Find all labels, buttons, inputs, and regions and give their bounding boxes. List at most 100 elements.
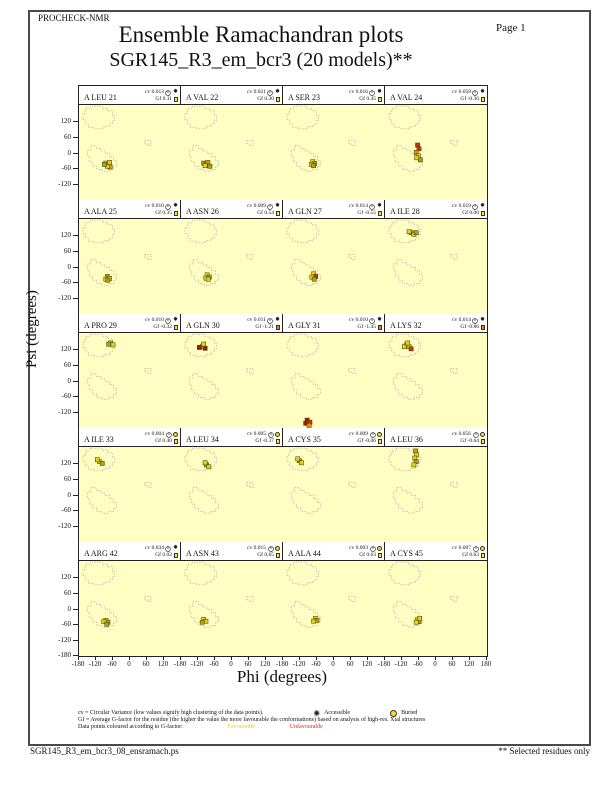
model-data-point	[413, 619, 419, 625]
cv-value: cv 0.007	[452, 545, 485, 552]
y-tick-label: 120	[60, 116, 72, 125]
unfavourable-label: Unfavourable	[289, 724, 323, 731]
model-data-point	[414, 155, 420, 161]
ramachandran-subplot: A ILE 28 cv 0.019 ✸ Gf 0.00	[385, 200, 487, 314]
subplot-header: A ARG 42 cv 0.034 ✸ Gf 0.02	[79, 542, 180, 560]
gf-colour-square	[480, 325, 485, 330]
subplot-header: A SER 23 cv 0.016 ✸ Gf 0.45	[283, 86, 384, 104]
ramachandran-subplot: A LEU 36 cv 0.056 Gf -0.64	[385, 428, 487, 542]
beta-region-outline	[184, 447, 217, 472]
subplot-header: A LEU 36 cv 0.056 Gf -0.64	[385, 428, 487, 446]
beta-region-outline	[82, 333, 115, 358]
residue-stats: cv 0.003 Gf 0.63	[349, 545, 382, 560]
y-tick-mark	[73, 592, 78, 594]
l-alpha-region-outline	[348, 254, 356, 260]
alpha-region-outline	[189, 487, 219, 514]
residue-stats: cv 0.056 Gf -0.64	[452, 431, 485, 446]
cv-dial-icon	[369, 545, 376, 552]
alpha-region-outline	[393, 259, 423, 286]
y-tick-label: -60	[61, 164, 71, 173]
model-data-point	[202, 345, 208, 351]
model-data-point	[416, 146, 422, 152]
cv-dial-icon	[472, 203, 479, 210]
accessible-icon: ✸	[376, 89, 382, 95]
ramachandran-subplot: A VAL 24 cv 0.058 ✸ Gf -0.36	[385, 86, 487, 200]
cv-value: cv 0.014 ✸	[452, 317, 485, 324]
phi-psi-plot	[385, 446, 487, 542]
ramachandran-subplot: A ASN 26 cv 0.009 ✸ Gf 0.54	[181, 200, 283, 314]
cv-dial-icon	[472, 431, 479, 438]
buried-icon	[480, 432, 485, 437]
subplot-header: A ILE 28 cv 0.019 ✸ Gf 0.00	[385, 200, 487, 218]
model-data-point	[199, 619, 205, 625]
x-tick-mark	[486, 656, 487, 660]
cv-dial-icon	[369, 317, 376, 324]
cv-value: cv 0.009	[349, 431, 382, 438]
y-tick-label: 120	[60, 344, 72, 353]
gf-colour-square	[377, 325, 382, 330]
gf-colour-square	[275, 553, 280, 558]
accessible-icon: ✸	[274, 89, 280, 95]
phi-psi-plot	[181, 218, 283, 314]
y-tick-label: 0	[67, 148, 72, 157]
l-alpha-region-outline	[450, 368, 458, 374]
beta-region-outline	[286, 447, 319, 472]
beta-region-outline	[388, 447, 421, 472]
x-tick-label: -60	[311, 660, 321, 668]
subplot-header: A LYS 32 cv 0.014 ✸ Gf -0.86	[385, 314, 487, 332]
y-tick-label: 60	[64, 132, 71, 141]
residue-stats: cv 0.009 Gf -0.06	[349, 431, 382, 446]
beta-region-outline	[184, 219, 217, 244]
gf-colour-square	[480, 439, 485, 444]
model-data-point	[306, 423, 312, 428]
subplot-header: A LEU 21 cv 0.013 ✸ Gf 0.11	[79, 86, 180, 104]
model-data-point	[299, 460, 304, 466]
phi-psi-plot	[79, 332, 181, 428]
y-tick-label: 120	[60, 230, 72, 239]
model-data-point	[406, 229, 412, 235]
gf-value: Gf 0.40	[155, 438, 178, 445]
model-data-point	[311, 276, 317, 282]
alpha-region-outline	[189, 601, 219, 628]
ramachandran-subplot: A CYS 35 cv 0.009 Gf -0.06	[283, 428, 385, 542]
alpha-region-outline	[291, 145, 321, 172]
ramachandran-subplot: A SER 23 cv 0.016 ✸ Gf 0.45	[283, 86, 385, 200]
gf-colour-square	[173, 211, 178, 216]
x-tick-mark	[231, 656, 232, 660]
y-tick-mark	[73, 120, 78, 122]
legend-line-cv: cv = Circular Variance (low values signi…	[78, 710, 528, 718]
x-tick-mark	[316, 656, 317, 660]
gf-colour-square	[173, 97, 178, 102]
model-data-point	[197, 345, 202, 350]
residue-label: A LEU 36	[390, 435, 423, 444]
l-alpha-region-outline	[144, 140, 152, 146]
cv-value: cv 0.005	[247, 431, 280, 438]
x-tick-mark	[401, 656, 402, 660]
x-tick-mark	[180, 656, 181, 660]
accessible-icon: ✸	[172, 203, 178, 209]
gf-colour-square	[377, 439, 382, 444]
y-tick-mark	[73, 168, 78, 170]
residue-label: A ALA 25	[84, 207, 117, 216]
beta-region-outline	[82, 219, 115, 244]
x-tick-label: -60	[209, 660, 219, 668]
x-tick-label: 60	[346, 660, 354, 668]
x-tick-label: -180	[377, 660, 391, 668]
residue-label: A ARG 42	[84, 549, 118, 558]
cv-value: cv 0.004	[145, 431, 178, 438]
subplot-header: A VAL 22 cv 0.021 ✸ Gf 0.30	[181, 86, 282, 104]
x-tick-label: 60	[448, 660, 456, 668]
accessible-icon: ✸	[479, 89, 485, 95]
l-alpha-region-outline	[144, 482, 152, 488]
x-tick-mark	[248, 656, 249, 660]
residue-stats: cv 0.004 Gf 0.40	[145, 431, 178, 446]
legend-line-colours: Data points coloured according to G-fact…	[78, 724, 528, 731]
model-data-point	[201, 341, 207, 347]
l-alpha-region-outline	[246, 482, 254, 488]
beta-region-outline	[82, 105, 115, 130]
cv-value: cv 0.019 ✸	[452, 203, 485, 210]
cv-dial-icon	[369, 89, 376, 96]
model-data-point	[295, 456, 301, 462]
x-tick-label: -60	[413, 660, 423, 668]
model-data-point	[405, 340, 411, 346]
